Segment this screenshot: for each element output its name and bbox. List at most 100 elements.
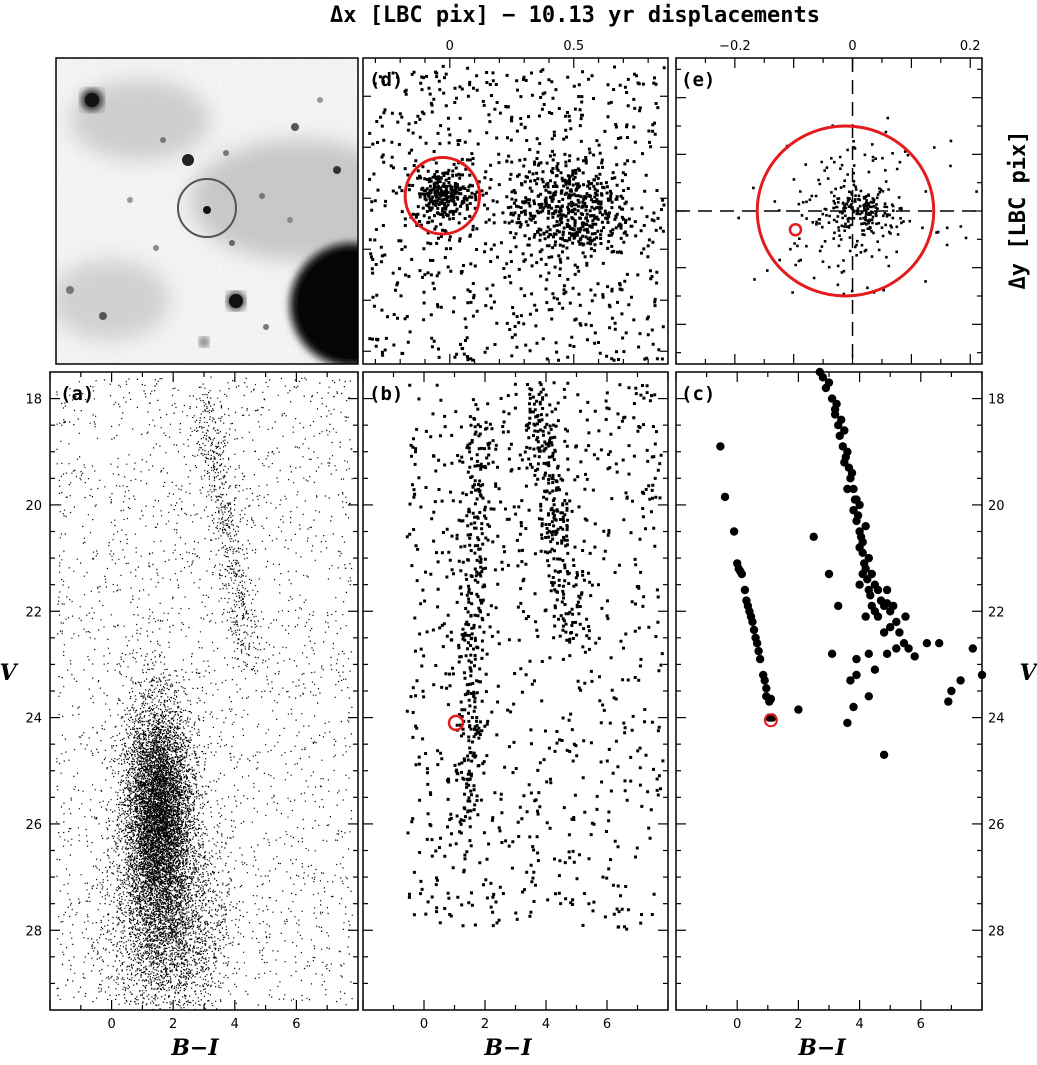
panel-c-point — [977, 670, 987, 680]
panel-a-x-tick-label: 6 — [292, 1017, 300, 1032]
x-axis-title-a: B−I — [170, 1035, 219, 1061]
panel-c-point — [922, 639, 932, 648]
panel-e-x-tick-label: −0.2 — [719, 39, 751, 54]
panel-b-x-tick-label: 4 — [542, 1017, 550, 1032]
panel-c-point — [855, 500, 864, 510]
panel-c-point — [749, 625, 759, 635]
panel-c-point — [843, 718, 852, 728]
y-axis-title-left: V — [0, 660, 18, 686]
panel-c-point — [852, 670, 861, 680]
panel-c-point — [882, 585, 892, 595]
panel-d-x-tick-label: 0 — [446, 39, 454, 54]
panel-c-x-tick-label: 0 — [733, 1017, 741, 1032]
panel-c-point — [755, 654, 765, 664]
panel-e-scatter-points — [737, 116, 978, 296]
panel-c-point — [861, 522, 870, 531]
right-axis-title: Δy [LBC pix] — [1006, 131, 1031, 290]
panel-c-point — [904, 644, 913, 653]
image-diffuse-glow — [56, 80, 358, 340]
panel-e-x-tick-label: 0.2 — [960, 39, 981, 54]
panel-b-x-tick-label: 0 — [420, 1017, 428, 1032]
panel-c-point — [864, 692, 873, 701]
panel-c-x-tick-label: 2 — [794, 1017, 802, 1032]
panel-c-point — [866, 591, 875, 600]
panel-c-y-tick-label: 18 — [988, 393, 1005, 408]
panel-a-y-tick-label: 18 — [25, 393, 42, 408]
panel-c-point — [830, 405, 840, 414]
panel-e-selection-circle — [755, 124, 936, 298]
panel-c-point — [870, 665, 880, 674]
panel-label-c: (c) — [681, 383, 715, 405]
panel-c-point — [867, 569, 876, 579]
x-axis-title-b: B−I — [483, 1035, 532, 1061]
panel-c-point — [889, 601, 898, 611]
panel-c-point — [855, 580, 864, 589]
panel-c-points — [716, 367, 987, 759]
panel-b-points — [405, 381, 665, 931]
panel-c-point — [879, 628, 889, 637]
panel-c-point — [886, 623, 895, 632]
panel-c-point — [882, 649, 892, 658]
panel-c-point — [852, 654, 861, 664]
image-selection-circle — [177, 178, 237, 238]
panel-c-point — [947, 686, 956, 696]
panel-c-point — [762, 684, 771, 693]
panel-c-point — [720, 492, 730, 502]
panel-c-point — [752, 639, 762, 648]
panel-a-y-tick-label: 22 — [25, 605, 42, 620]
panel-c-point — [858, 537, 867, 547]
panel-a-y-tick-label: 20 — [25, 499, 42, 514]
panel-c-point — [879, 750, 889, 759]
panel-a-x-tick-label: 0 — [107, 1017, 115, 1032]
panel-c-point — [824, 378, 834, 387]
panel-c-point — [910, 652, 919, 661]
panel-d-frame — [362, 57, 669, 365]
panel-b-x-tick-label: 6 — [603, 1017, 611, 1032]
panel-c-point — [861, 564, 870, 573]
panel-label-e: (e) — [681, 69, 715, 91]
panel-c-point — [846, 676, 855, 685]
panel-c-point — [895, 628, 904, 637]
panel-c-point — [754, 646, 763, 656]
panel-e-points — [676, 58, 982, 364]
panel-c-point — [873, 585, 883, 595]
panel-c-point — [824, 569, 834, 579]
panel-c-x-tick-label: 6 — [917, 1017, 925, 1032]
image-frame — [55, 57, 359, 365]
panel-label-b: (b) — [369, 383, 403, 405]
panel-c-point — [847, 468, 857, 478]
panel-c-point — [968, 644, 977, 653]
panel-d-selection-circle — [403, 155, 482, 236]
panel-c-y-tick-label: 24 — [988, 712, 1005, 727]
panel-c-point — [740, 585, 750, 595]
panel-b-scatter-points — [405, 381, 665, 931]
y-axis-title-right: V — [1019, 660, 1037, 686]
panel-d-x-tick-label: 0.5 — [563, 39, 584, 54]
panel-d-points — [368, 64, 666, 362]
panel-c-point — [840, 458, 849, 467]
panel-c-point — [849, 484, 858, 494]
panel-c-point — [834, 601, 843, 611]
panel-c-y-tick-label: 26 — [988, 818, 1005, 833]
panel-c-frame — [675, 371, 983, 1011]
panel-c-y-tick-label: 22 — [988, 605, 1005, 620]
panel-c-point — [729, 527, 739, 536]
panel-c-point — [935, 639, 944, 648]
panel-a-scatter-points — [56, 376, 353, 1011]
panel-c-point — [843, 484, 852, 494]
panel-c-point — [892, 617, 901, 627]
panel-c-point — [760, 676, 769, 685]
panel-c-y-tick-label: 28 — [988, 924, 1005, 939]
panel-c-point — [956, 676, 965, 685]
panel-c-point — [766, 694, 776, 704]
panel-label-d: (d) — [369, 69, 403, 91]
panel-c-point — [873, 612, 883, 621]
panel-c-point — [864, 553, 873, 563]
panel-a-y-tick-label: 24 — [25, 712, 42, 727]
image-panel — [56, 58, 358, 364]
panel-c-point — [837, 415, 846, 424]
panel-d-scatter-points — [368, 64, 666, 362]
panel-a-frame — [49, 371, 359, 1011]
panel-c-point — [858, 548, 867, 557]
